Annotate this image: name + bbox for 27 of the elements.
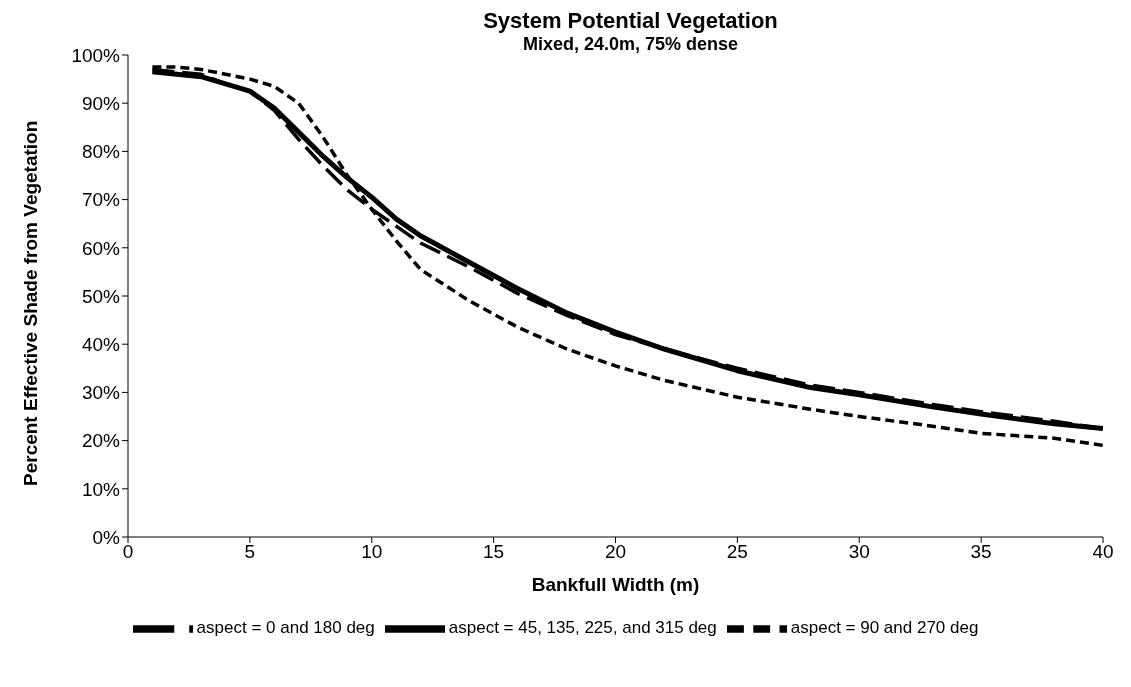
y-tick-label: 0% xyxy=(92,526,121,548)
y-tick-label: 30% xyxy=(81,382,121,404)
y-axis-title: Percent Effective Shade from Vegetation xyxy=(19,120,41,486)
x-tick-label: 25 xyxy=(726,541,748,563)
x-tick-label: 15 xyxy=(483,541,505,563)
y-tick-label: 100% xyxy=(71,44,121,66)
y-tick-label: 70% xyxy=(81,189,121,211)
x-tick-label: 5 xyxy=(244,541,256,563)
x-tick-label: 30 xyxy=(848,541,870,563)
y-tick-label: 20% xyxy=(81,430,121,452)
x-tick-label: 20 xyxy=(604,541,627,563)
x-tick-label: 40 xyxy=(1092,541,1114,563)
y-tick-label: 80% xyxy=(81,141,121,163)
legend-label: aspect = 0 and 180 deg xyxy=(196,618,375,638)
x-tick-label: 0 xyxy=(122,541,134,563)
x-tick-label: 10 xyxy=(361,541,383,563)
y-tick-label: 50% xyxy=(81,285,121,307)
chart-title: System Potential Vegetation xyxy=(482,8,779,34)
y-tick-label: 90% xyxy=(81,92,121,114)
x-axis-title: Bankfull Width (m) xyxy=(531,574,700,595)
chart-subtitle: Mixed, 24.0m, 75% dense xyxy=(521,34,740,55)
y-tick-label: 40% xyxy=(81,333,121,355)
legend-label: aspect = 45, 135, 225, and 315 deg xyxy=(448,618,717,638)
legend-label: aspect = 90 and 270 deg xyxy=(790,618,979,638)
y-tick-label: 60% xyxy=(81,237,121,259)
x-tick-label: 35 xyxy=(970,541,992,563)
y-tick-label: 10% xyxy=(81,478,121,500)
